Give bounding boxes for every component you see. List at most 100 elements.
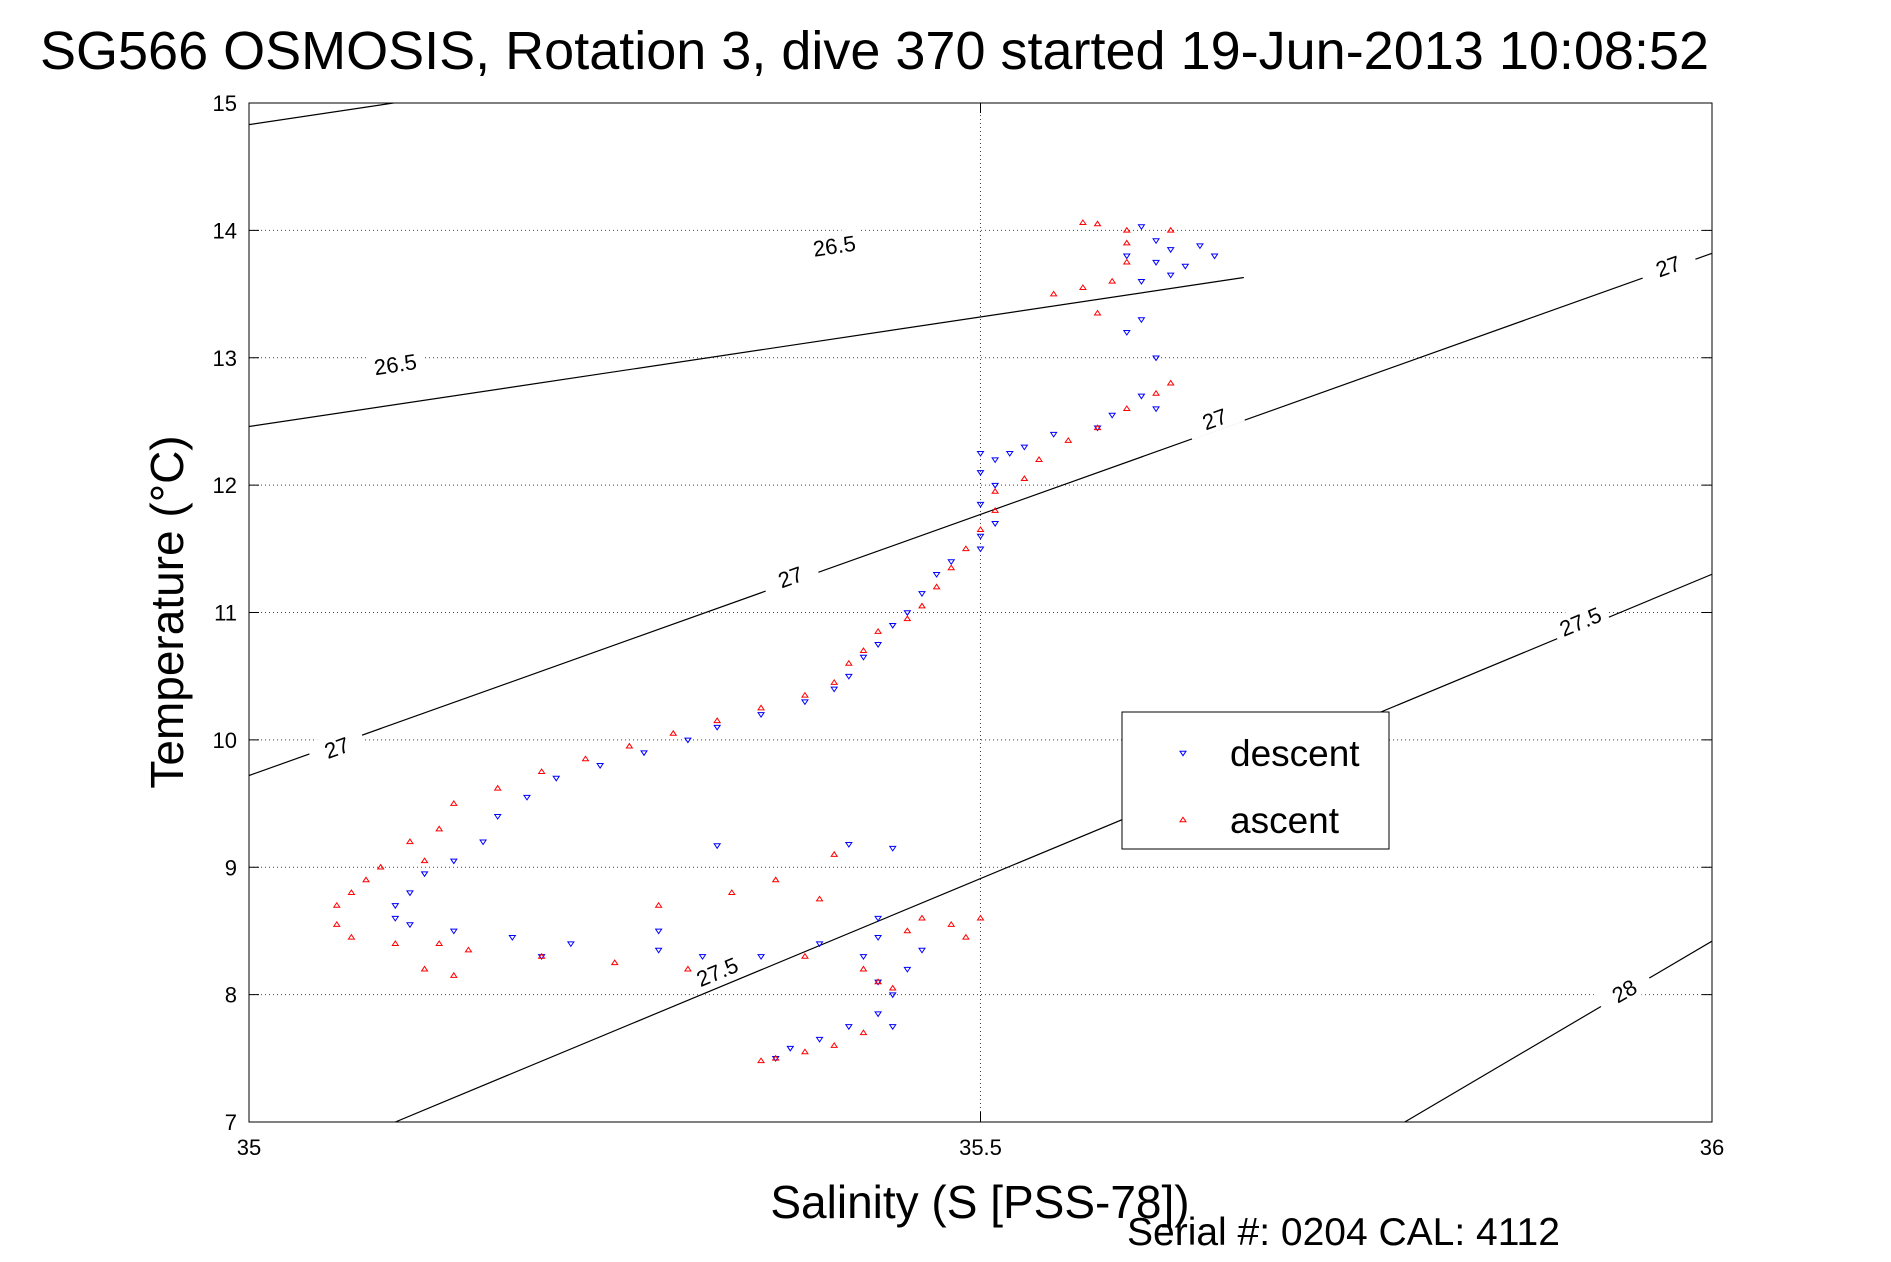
ascent-point	[1093, 424, 1102, 431]
descent-point	[903, 610, 912, 617]
descent-point	[859, 954, 868, 961]
descent-point	[1020, 444, 1029, 451]
ascent-point	[874, 628, 883, 634]
ascent-point	[435, 940, 444, 946]
descent-point	[1196, 243, 1204, 250]
ascent-point	[420, 965, 429, 972]
descent-point	[1137, 393, 1146, 400]
ascent-point	[874, 978, 883, 985]
legend: descent ascent	[1121, 711, 1390, 850]
ascent-point	[1152, 389, 1160, 396]
ascent-point	[903, 615, 912, 622]
descent-point	[1181, 263, 1190, 270]
ascent-point	[537, 768, 546, 775]
descent-point	[815, 1036, 824, 1043]
ascent-point	[1122, 226, 1131, 233]
descent-point	[449, 858, 458, 865]
y-tick-label: 14	[213, 218, 237, 243]
ascent-point	[771, 1054, 780, 1061]
ascent-point	[1166, 379, 1175, 386]
ascent-point	[347, 933, 356, 940]
ascent-point	[405, 838, 414, 845]
descent-point	[566, 941, 575, 948]
ascent-point	[757, 704, 765, 711]
descent-point	[888, 845, 897, 852]
ascent-point	[391, 940, 400, 946]
descent-point	[449, 928, 458, 935]
ascent-point	[947, 920, 956, 927]
isopycnal-label-gap	[365, 346, 425, 381]
descent-point	[874, 1011, 883, 1018]
ascent-point	[1166, 226, 1175, 233]
y-tick-label: 11	[214, 601, 237, 626]
descent-point	[976, 533, 985, 540]
ascent-point	[1078, 284, 1087, 290]
ascent-point	[961, 933, 970, 940]
ascent-point	[610, 959, 619, 966]
plot-area	[249, 103, 1712, 1122]
descent-point	[493, 814, 502, 820]
isopycnal-label-gap	[1592, 964, 1655, 1016]
descent-point	[874, 642, 883, 648]
ascent-point	[801, 952, 809, 959]
ascent-point	[859, 1029, 868, 1036]
ascent-point	[991, 506, 1000, 513]
ascent-point	[932, 583, 941, 590]
y-tick-label: 9	[225, 855, 237, 880]
ascent-point	[420, 857, 429, 864]
descent-point	[976, 450, 985, 457]
descent-point	[874, 935, 883, 941]
descent-point	[918, 947, 926, 954]
isopycnal-line	[249, 276, 1244, 428]
isopycnal-label-gap	[685, 948, 748, 994]
descent-point	[640, 750, 648, 757]
isopycnal-label-gap	[804, 227, 864, 262]
descent-point	[888, 992, 897, 999]
descent-point	[1122, 329, 1131, 336]
ascent-point	[815, 895, 824, 902]
descent-point	[932, 571, 941, 578]
isopycnal-label-gap	[305, 724, 368, 769]
descent-point	[757, 712, 765, 719]
ascent-point	[347, 889, 356, 896]
ascent-point	[1020, 475, 1029, 482]
isopycnal-label-gap	[1183, 396, 1245, 440]
descent-point	[405, 890, 414, 897]
isopycnal-label-gap	[1549, 597, 1611, 644]
descent-point	[757, 954, 765, 961]
descent-point	[1152, 406, 1160, 413]
ascent-point	[1049, 290, 1058, 297]
descent-point	[844, 1024, 853, 1031]
descent-point	[1210, 253, 1219, 260]
ascent-point	[888, 984, 897, 991]
descent-point	[1049, 431, 1058, 438]
descent-point	[976, 546, 985, 553]
ascent-point	[669, 729, 678, 736]
ascent-point	[1064, 436, 1073, 443]
descent-point	[918, 591, 926, 597]
x-tick-label: 35	[237, 1135, 261, 1160]
ascent-point	[859, 965, 868, 972]
descent-point	[1005, 450, 1014, 457]
chart-title: SG566 OSMOSIS, Rotation 3, dive 370 star…	[40, 21, 1709, 81]
serial-calibration-note: Serial #: 0204 CAL: 4112	[1127, 1211, 1560, 1254]
ascent-point	[332, 901, 341, 908]
descent-point	[1137, 279, 1146, 285]
ascent-point	[830, 850, 839, 857]
ascent-point	[903, 927, 912, 934]
descent-point	[405, 922, 414, 929]
isopycnal-line	[1404, 940, 1712, 1122]
descent-point	[1137, 224, 1146, 231]
descent-point	[801, 699, 809, 706]
descent-point	[683, 737, 692, 744]
y-tick-label: 12	[213, 473, 237, 498]
descent-point	[391, 903, 400, 910]
descent-point	[1152, 355, 1160, 362]
isopycnal-label-gap	[1637, 243, 1699, 287]
ascent-point	[537, 952, 546, 959]
descent-point	[1152, 259, 1160, 266]
axis-ticks: 35 35.5 36 7 8 9 10 11 12 13 14 15	[213, 91, 1725, 1160]
ascent-point	[976, 526, 985, 533]
descent-point	[596, 763, 605, 769]
